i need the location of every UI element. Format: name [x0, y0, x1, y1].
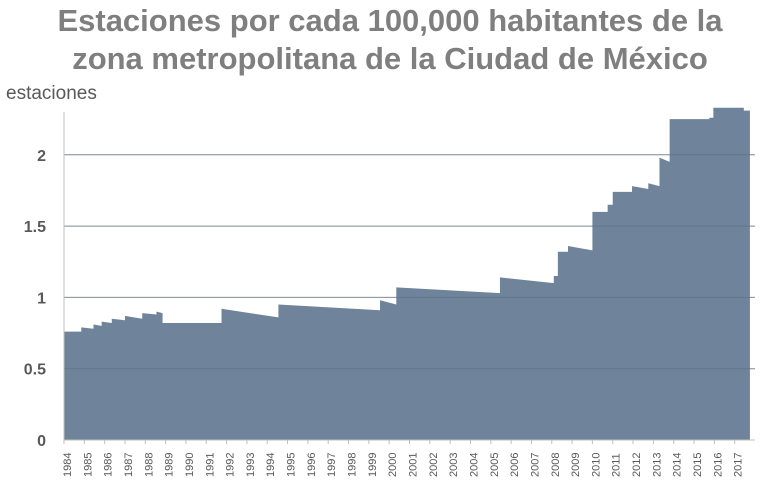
x-tick-labels: 1984 1985 1986 1987 1988 1989 1990 1991 1992 1993… [62, 453, 745, 477]
x-tick-label: 1990 [184, 453, 196, 477]
x-tick-label: 1988 [143, 453, 155, 477]
chart-title-line-1: Estaciones por cada 100,000 habitantes d… [57, 3, 723, 38]
x-tick-label: 2001 [408, 453, 420, 477]
x-tick-label: 1994 [265, 453, 277, 477]
y-axis-label: estaciones [6, 83, 97, 104]
x-tick-label: 2007 [529, 453, 541, 477]
x-tick-label: 1993 [245, 453, 257, 477]
x-tick-label: 2017 [733, 453, 745, 477]
x-tick-label: 2002 [428, 453, 440, 477]
y-tick-label: 1 [37, 290, 46, 307]
x-tick-label: 1984 [62, 453, 74, 477]
x-tick-label: 1995 [286, 453, 298, 477]
x-tick-label: 2005 [489, 453, 501, 477]
x-tick-label: 2000 [387, 453, 399, 477]
x-tick-label: 1985 [82, 453, 94, 477]
x-tick-label: 1991 [204, 453, 216, 477]
y-tick-label: 2 [37, 148, 46, 165]
y-tick-labels: 0 0.5 1 1.5 2 [24, 148, 46, 450]
x-tick-label: 2010 [590, 453, 602, 477]
x-tick-label: 1998 [347, 453, 359, 477]
x-tick-label: 2012 [631, 453, 643, 477]
y-tick-label: 1.5 [24, 219, 46, 236]
x-tick-label: 1992 [225, 453, 237, 477]
x-tick-label: 1997 [326, 453, 338, 477]
x-tick-label: 2011 [611, 453, 623, 477]
chart-title: Estaciones por cada 100,000 habitantes d… [0, 2, 780, 78]
series-area [64, 107, 750, 440]
axes [63, 112, 755, 444]
x-tick-label: 2016 [712, 453, 724, 477]
x-tick-label: 2008 [550, 453, 562, 477]
x-tick-label: 2015 [692, 453, 704, 477]
x-tick-label: 2003 [448, 453, 460, 477]
chart-title-line-2: zona metropolitana de la Ciudad de Méxic… [72, 41, 708, 76]
x-tick-label: 1986 [103, 453, 115, 477]
x-tick-label: 1996 [306, 453, 318, 477]
x-tick-label: 1989 [164, 453, 176, 477]
x-tick-label: 2014 [672, 453, 684, 477]
x-tick-label: 1987 [123, 453, 135, 477]
x-tick-label: 1999 [367, 453, 379, 477]
y-tick-label: 0.5 [24, 362, 46, 379]
x-tick-label: 2004 [468, 453, 480, 477]
x-tick-label: 2006 [509, 453, 521, 477]
y-tick-label: 0 [37, 433, 46, 450]
x-tick-label: 2009 [570, 453, 582, 477]
x-tick-label: 2013 [651, 453, 663, 477]
